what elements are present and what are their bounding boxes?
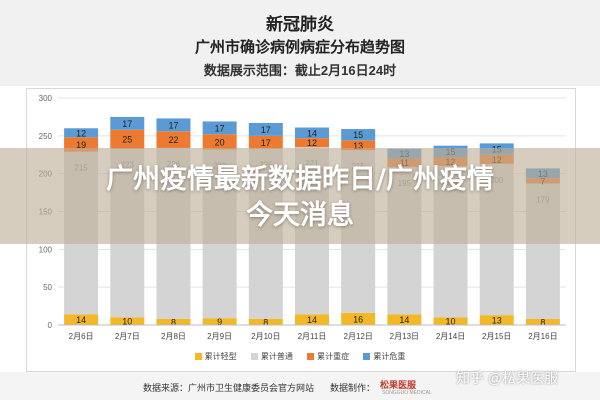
bar-segment (202, 318, 237, 325)
bar-segment (202, 134, 237, 150)
y-tick-label: 250 (39, 132, 53, 141)
bar-segment (295, 127, 329, 139)
data-label: 15 (353, 130, 363, 140)
bar-segment (110, 116, 145, 130)
legend-swatch-severe (307, 353, 315, 360)
legend-label-normal: 累计普通 (260, 352, 293, 361)
data-label: 22 (168, 135, 178, 145)
legend-item-critical: 累计危重 (363, 351, 405, 362)
legend-label-severe: 累计重症 (317, 352, 350, 361)
bar-segment (387, 314, 422, 325)
bar-segment (295, 314, 329, 325)
data-label: 14 (307, 315, 317, 325)
data-label: 20 (215, 137, 225, 147)
x-tick-label: 2月16日 (528, 332, 557, 341)
data-label: 16 (353, 314, 363, 324)
bar-segment (156, 131, 191, 148)
data-label: 14 (399, 315, 409, 325)
overlay-banner (0, 148, 600, 244)
brand-logo: 松果医服 (380, 380, 417, 390)
data-label: 19 (76, 140, 86, 150)
bar-segment (525, 318, 560, 325)
y-tick-label: 0 (48, 321, 53, 330)
data-label: 9 (217, 317, 222, 327)
x-tick-label: 2月14日 (436, 332, 465, 341)
data-label: 8 (540, 317, 545, 327)
data-label: 13 (492, 316, 502, 326)
data-label: 17 (215, 123, 225, 133)
data-label: 12 (76, 128, 86, 138)
legend-item-light: 累计轻型 (194, 351, 237, 362)
bar-segment (202, 121, 237, 135)
bar-segment (248, 135, 283, 149)
bar-segment (341, 312, 376, 325)
zhihu-watermark: 知乎 @松果医服 (456, 370, 559, 386)
data-label: 17 (122, 119, 132, 129)
banner-line-1: 广州疫情最新数据昨日/广州疫情 (106, 164, 494, 195)
chart-header: 新冠肺炎 广州市确诊病例病症分布趋势图 数据展示范围：截止2月16日24时 (0, 0, 600, 86)
legend-swatch-critical (363, 353, 371, 360)
data-label: 8 (263, 317, 268, 327)
banner-line-2: 今天消息 (246, 200, 354, 231)
legend-label-light: 累计轻型 (204, 352, 237, 361)
bar-segment (295, 138, 329, 148)
bar-segment (341, 129, 376, 141)
bar-segment (64, 314, 99, 325)
legend-item-normal: 累计普通 (250, 351, 293, 362)
bar-segment (341, 140, 376, 151)
x-tick-label: 2月12日 (344, 332, 373, 341)
legend-item-severe: 累计重症 (307, 351, 349, 362)
bar-segment (110, 317, 145, 325)
y-tick-label: 300 (39, 94, 53, 103)
x-tick-label: 2月6日 (69, 332, 94, 341)
x-tick-label: 2月7日 (115, 332, 140, 341)
x-tick-label: 2月15日 (482, 332, 511, 341)
legend-label-critical: 累计危重 (373, 352, 406, 361)
bar-segment (479, 315, 514, 325)
data-label: 25 (122, 135, 132, 145)
brand-logo-subtitle: SONGGUO MEDICAL (382, 390, 432, 396)
bar-segment (248, 318, 283, 325)
data-label: 14 (76, 315, 86, 325)
y-tick-label: 100 (39, 245, 53, 254)
bar-segment (156, 118, 191, 132)
y-tick-label: 50 (43, 283, 52, 292)
x-tick-label: 2月9日 (207, 332, 232, 341)
bar-segment (64, 128, 99, 138)
footer: 数据来源：广州市卫生健康委员会官方网站 数据制作： 松果医服 SONGGUO M… (0, 372, 600, 400)
x-tick-label: 2月8日 (161, 332, 186, 341)
bar-segment (156, 318, 191, 325)
data-label: 12 (307, 138, 317, 148)
x-tick-label: 2月13日 (390, 332, 419, 341)
data-label: 17 (261, 125, 271, 135)
data-label: 10 (122, 317, 132, 327)
chart-legend: 累计轻型 累计普通 累计重症 累计危重 (0, 351, 600, 362)
data-label: 8 (171, 317, 176, 327)
data-source: 数据来源：广州市卫生健康委员会官方网站 (143, 383, 315, 393)
data-label: 17 (261, 138, 271, 148)
x-tick-label: 2月10日 (251, 332, 280, 341)
chart-title: 新冠肺炎 (266, 15, 334, 34)
data-producer-label: 数据制作： (330, 383, 376, 393)
bar-segment (433, 317, 468, 325)
bar-segment (110, 129, 145, 149)
legend-swatch-light (194, 353, 202, 360)
chart-subtitle: 广州市确诊病例病症分布趋势图 (194, 39, 405, 56)
data-label: 14 (307, 128, 317, 138)
x-tick-label: 2月11日 (298, 332, 327, 341)
data-label: 17 (168, 120, 178, 130)
date-range: 数据展示范围：截止2月16日24时 (203, 63, 397, 78)
data-label: 13 (353, 141, 363, 151)
legend-swatch-normal (250, 353, 258, 360)
bar-segment (248, 122, 283, 136)
banner-headline: 广州疫情最新数据昨日/广州疫情 今天消息 (0, 162, 600, 234)
data-label: 10 (446, 317, 456, 327)
